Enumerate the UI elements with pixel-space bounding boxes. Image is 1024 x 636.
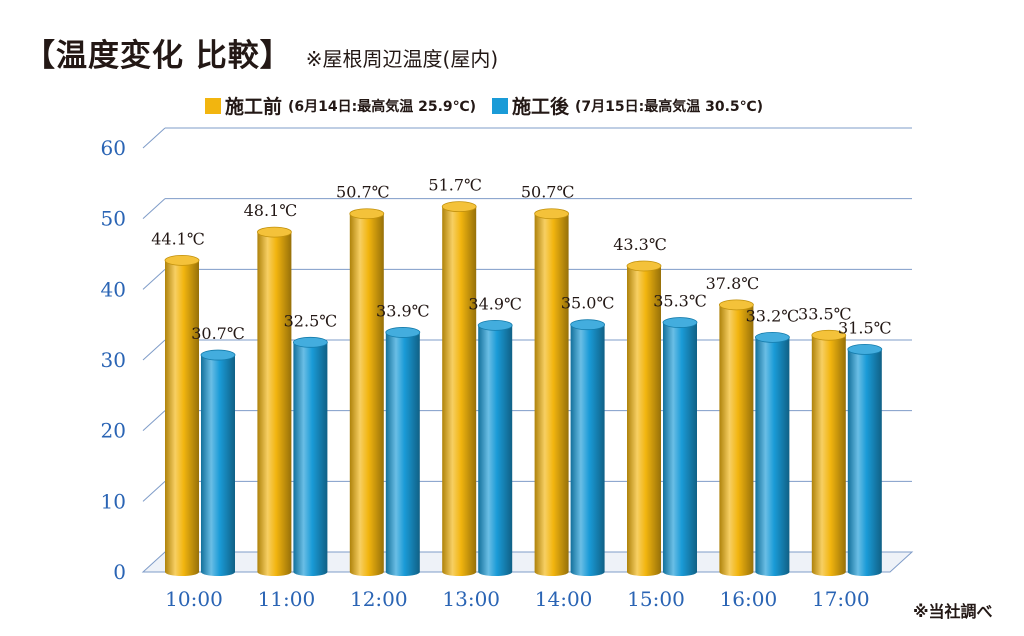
data-label-before: 51.7℃ [428, 176, 482, 195]
bar-top [662, 317, 698, 328]
bar-after [385, 332, 420, 576]
bar-before [257, 232, 292, 577]
bar-top [349, 208, 385, 220]
bar-top [626, 260, 662, 272]
data-label-before: 50.7℃ [336, 183, 390, 202]
data-label-before: 48.1℃ [244, 201, 298, 220]
y-tick-label: 30 [101, 348, 126, 372]
legend-label-after: 施工後 [512, 96, 570, 118]
data-label-after: 35.3℃ [653, 292, 707, 311]
bar-before [534, 213, 569, 576]
bar-top [534, 208, 569, 220]
legend-swatch-after [492, 97, 509, 114]
bar-before [627, 266, 661, 576]
bar-top [441, 201, 477, 213]
bar-top [385, 327, 421, 338]
footnote: ※当社調べ [913, 602, 993, 621]
bar-before [349, 213, 384, 576]
data-label-after: 31.5℃ [838, 318, 892, 337]
data-label-after: 34.9℃ [468, 294, 522, 313]
data-label-after: 33.2℃ [746, 306, 800, 325]
gridline-depth [142, 268, 166, 290]
data-label-after: 30.7℃ [191, 324, 245, 343]
y-tick-label: 50 [101, 207, 126, 231]
bar-top [200, 349, 236, 361]
bar-after [201, 355, 235, 576]
bar-top [256, 226, 292, 238]
bar-top [755, 331, 790, 343]
bar-after [293, 342, 328, 576]
x-tick-label: 16:00 [720, 587, 778, 611]
data-label-before: 33.5℃ [798, 304, 852, 323]
bar-top [811, 329, 847, 341]
legend-swatch-before [205, 97, 221, 114]
x-tick-label: 12:00 [350, 587, 408, 611]
x-tick-label: 11:00 [258, 587, 316, 611]
y-tick-label: 20 [101, 419, 126, 443]
y-tick-label: 40 [101, 277, 126, 301]
chart-subtitle: ※屋根周辺温度(屋内) [305, 47, 499, 71]
bar-after [663, 322, 697, 576]
bar-after [570, 324, 605, 576]
data-label-after: 32.5℃ [284, 311, 338, 330]
bar-top [477, 319, 513, 331]
data-label-before: 43.3℃ [613, 235, 667, 254]
bar-before [165, 260, 199, 576]
bar-top [847, 343, 883, 355]
gridline-depth [142, 127, 166, 149]
gridline-depth [142, 480, 166, 502]
bar-top [164, 254, 200, 266]
bar-top [292, 336, 328, 348]
legend-note-after: (7月15日:最高気温 30.5℃) [575, 98, 764, 115]
bar-top [719, 299, 754, 311]
legend-item-before: 施工前 (6月14日:最高気温 25.9℃) [205, 92, 476, 119]
bar-before [719, 304, 754, 576]
y-tick-label: 10 [101, 489, 126, 513]
data-label-before: 50.7℃ [521, 183, 575, 202]
title-row: 【温度変化 比較】 ※屋根周辺温度(屋内) [24, 30, 498, 75]
x-tick-label: 15:00 [627, 587, 685, 611]
gridline-depth [142, 339, 166, 361]
legend-note-before: (6月14日:最高気温 25.9℃) [288, 98, 477, 115]
y-tick-label: 60 [101, 136, 126, 160]
chart-title: 【温度変化 比較】 [24, 38, 292, 74]
legend: 施工前 (6月14日:最高気温 25.9℃) 施工後 (7月15日:最高気温 3… [205, 92, 779, 119]
bar-top [570, 319, 605, 331]
gridline-depth [142, 410, 166, 432]
legend-item-after: 施工後 (7月15日:最高気温 30.5℃) [492, 92, 763, 119]
bar-after [478, 325, 513, 576]
bar-before [811, 335, 846, 576]
y-tick-label: 0 [113, 560, 126, 584]
data-label-before: 37.8℃ [706, 274, 760, 293]
x-tick-label: 13:00 [442, 587, 500, 611]
bar-after [755, 337, 790, 576]
x-tick-label: 10:00 [165, 587, 223, 611]
bar-before [442, 206, 477, 577]
data-label-before: 44.1℃ [151, 229, 205, 248]
data-label-after: 33.9℃ [376, 301, 430, 320]
x-tick-label: 14:00 [535, 587, 593, 611]
legend-label-before: 施工前 [225, 96, 283, 118]
gridline-depth [142, 198, 166, 220]
bar-after [847, 349, 882, 576]
x-tick-label: 17:00 [812, 587, 870, 611]
data-label-after: 35.0℃ [561, 294, 615, 313]
